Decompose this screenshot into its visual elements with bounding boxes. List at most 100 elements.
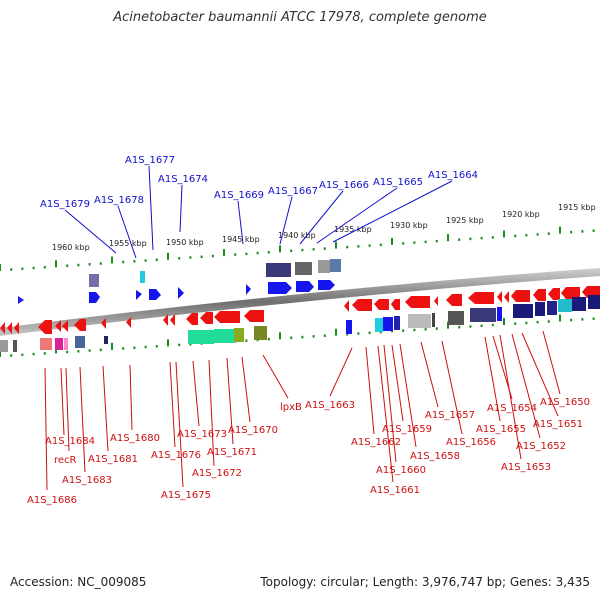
lower-tick-mark <box>0 350 1 357</box>
lower-tick-mark <box>122 347 125 350</box>
gene-forward <box>318 280 335 290</box>
upper-tick-mark <box>189 256 192 259</box>
bottom-label-A1S_1676: A1S_1676 <box>151 450 201 461</box>
lower-tick-mark <box>312 335 315 338</box>
upper-tick-mark <box>592 229 595 232</box>
upper-tick-mark <box>514 234 517 238</box>
gene-forward <box>140 271 145 283</box>
upper-tick-mark <box>357 245 360 248</box>
bottom-label-recR: recR <box>54 455 77 466</box>
gene-reverse <box>74 319 86 331</box>
gene-forward <box>295 262 312 275</box>
gene-reverse <box>0 340 8 352</box>
lower-tick-mark <box>290 336 293 340</box>
upper-tick-mark <box>77 263 80 267</box>
upper-tick-mark <box>88 263 91 266</box>
upper-tick-mark <box>99 262 102 265</box>
upper-tick-mark <box>10 268 13 271</box>
upper-tick-mark <box>55 260 57 268</box>
gene-reverse <box>64 338 68 350</box>
upper-tick-mark <box>458 238 461 241</box>
lower-tick-mark <box>379 330 382 334</box>
upper-tick-mark <box>267 251 270 254</box>
upper-tick-mark <box>570 230 573 234</box>
lower-tick-mark <box>413 328 416 332</box>
lower-tick-mark <box>435 327 438 330</box>
gene-forward <box>178 287 184 299</box>
tick-label-1945: 1945 kbp <box>222 235 260 244</box>
gene-reverse <box>214 311 240 323</box>
gene-reverse <box>504 291 509 303</box>
lower-tick-mark <box>189 342 192 346</box>
lower-tick-mark <box>581 318 584 321</box>
bottom-label-A1S_1658: A1S_1658 <box>410 451 460 462</box>
gene-reverse <box>101 318 106 329</box>
lower-tick-mark <box>503 318 505 326</box>
gene-forward <box>296 281 314 292</box>
lower-tick-mark <box>447 321 449 329</box>
gene-reverse <box>446 294 462 306</box>
gene-reverse <box>511 290 530 302</box>
upper-tick-mark <box>312 248 315 251</box>
upper-tick-mark <box>346 245 349 249</box>
map-title: Acinetobacter baumannii ATCC 17978, comp… <box>113 10 487 25</box>
upper-tick-mark <box>413 241 416 244</box>
gene-reverse <box>0 322 5 334</box>
gene-reverse <box>408 314 431 328</box>
bottom-label-A1S_1671: A1S_1671 <box>207 447 257 458</box>
tick-label-1960: 1960 kbp <box>52 243 90 252</box>
tick-label-1930: 1930 kbp <box>390 221 428 230</box>
gene-reverse <box>244 310 264 322</box>
forward-genes <box>18 259 341 304</box>
upper-tick-mark <box>379 243 382 247</box>
lower-tick-mark <box>155 345 158 348</box>
lower-tick-mark <box>536 320 539 324</box>
bottom-label-A1S_1662: A1S_1662 <box>351 437 401 448</box>
upper-tick-mark <box>144 259 147 262</box>
lower-tick-mark <box>66 350 69 354</box>
lower-tick-mark <box>368 331 371 335</box>
lower-tick-mark <box>525 321 528 325</box>
gene-reverse <box>572 297 586 311</box>
top-label-A1S_1674: A1S_1674 <box>158 174 208 185</box>
top-label-A1S_1664: A1S_1664 <box>428 170 478 181</box>
gene-forward <box>89 274 99 287</box>
gene-reverse <box>588 295 600 309</box>
lower-tick-mark <box>559 314 561 322</box>
bottom-label-A1S_1650: A1S_1650 <box>540 397 590 408</box>
lower-tick-mark <box>99 348 102 352</box>
genome-backbone <box>0 268 600 336</box>
bottom-label-A1S_1670: A1S_1670 <box>228 425 278 436</box>
upper-tick-mark <box>111 256 113 264</box>
gene-reverse <box>186 313 198 325</box>
lower-tick-mark <box>469 325 472 328</box>
gene-forward <box>149 289 161 300</box>
tick-label-1935: 1935 kbp <box>334 225 372 234</box>
lower-tick-mark <box>592 317 595 320</box>
gene-reverse <box>38 320 52 334</box>
gene-forward <box>136 290 142 300</box>
gene-reverse <box>561 287 580 299</box>
gene-reverse <box>434 296 438 306</box>
bottom-label-A1S_1681: A1S_1681 <box>88 454 138 465</box>
upper-tick-mark <box>290 249 293 253</box>
upper-tick-mark <box>200 255 203 259</box>
lower-tick-mark <box>424 328 427 331</box>
upper-tick-mark <box>245 252 248 256</box>
bottom-label-A1S_1684: A1S_1684 <box>45 436 95 447</box>
gene-forward <box>266 263 291 277</box>
gene-reverse <box>383 317 393 331</box>
upper-tick-mark <box>279 245 281 253</box>
gene-reverse <box>55 320 61 332</box>
upper-tick-mark <box>335 241 337 249</box>
upper-tick-mark <box>211 254 214 258</box>
upper-tick-mark <box>43 266 46 269</box>
gene-reverse <box>55 338 63 350</box>
upper-tick-mark <box>122 260 125 264</box>
gene-reverse <box>75 336 85 348</box>
upper-tick-mark <box>167 252 169 260</box>
upper-tick-mark <box>581 230 584 233</box>
bottom-label-A1S_1673: A1S_1673 <box>177 429 227 440</box>
upper-tick-mark <box>402 242 405 245</box>
upper-tick-mark <box>0 264 1 271</box>
